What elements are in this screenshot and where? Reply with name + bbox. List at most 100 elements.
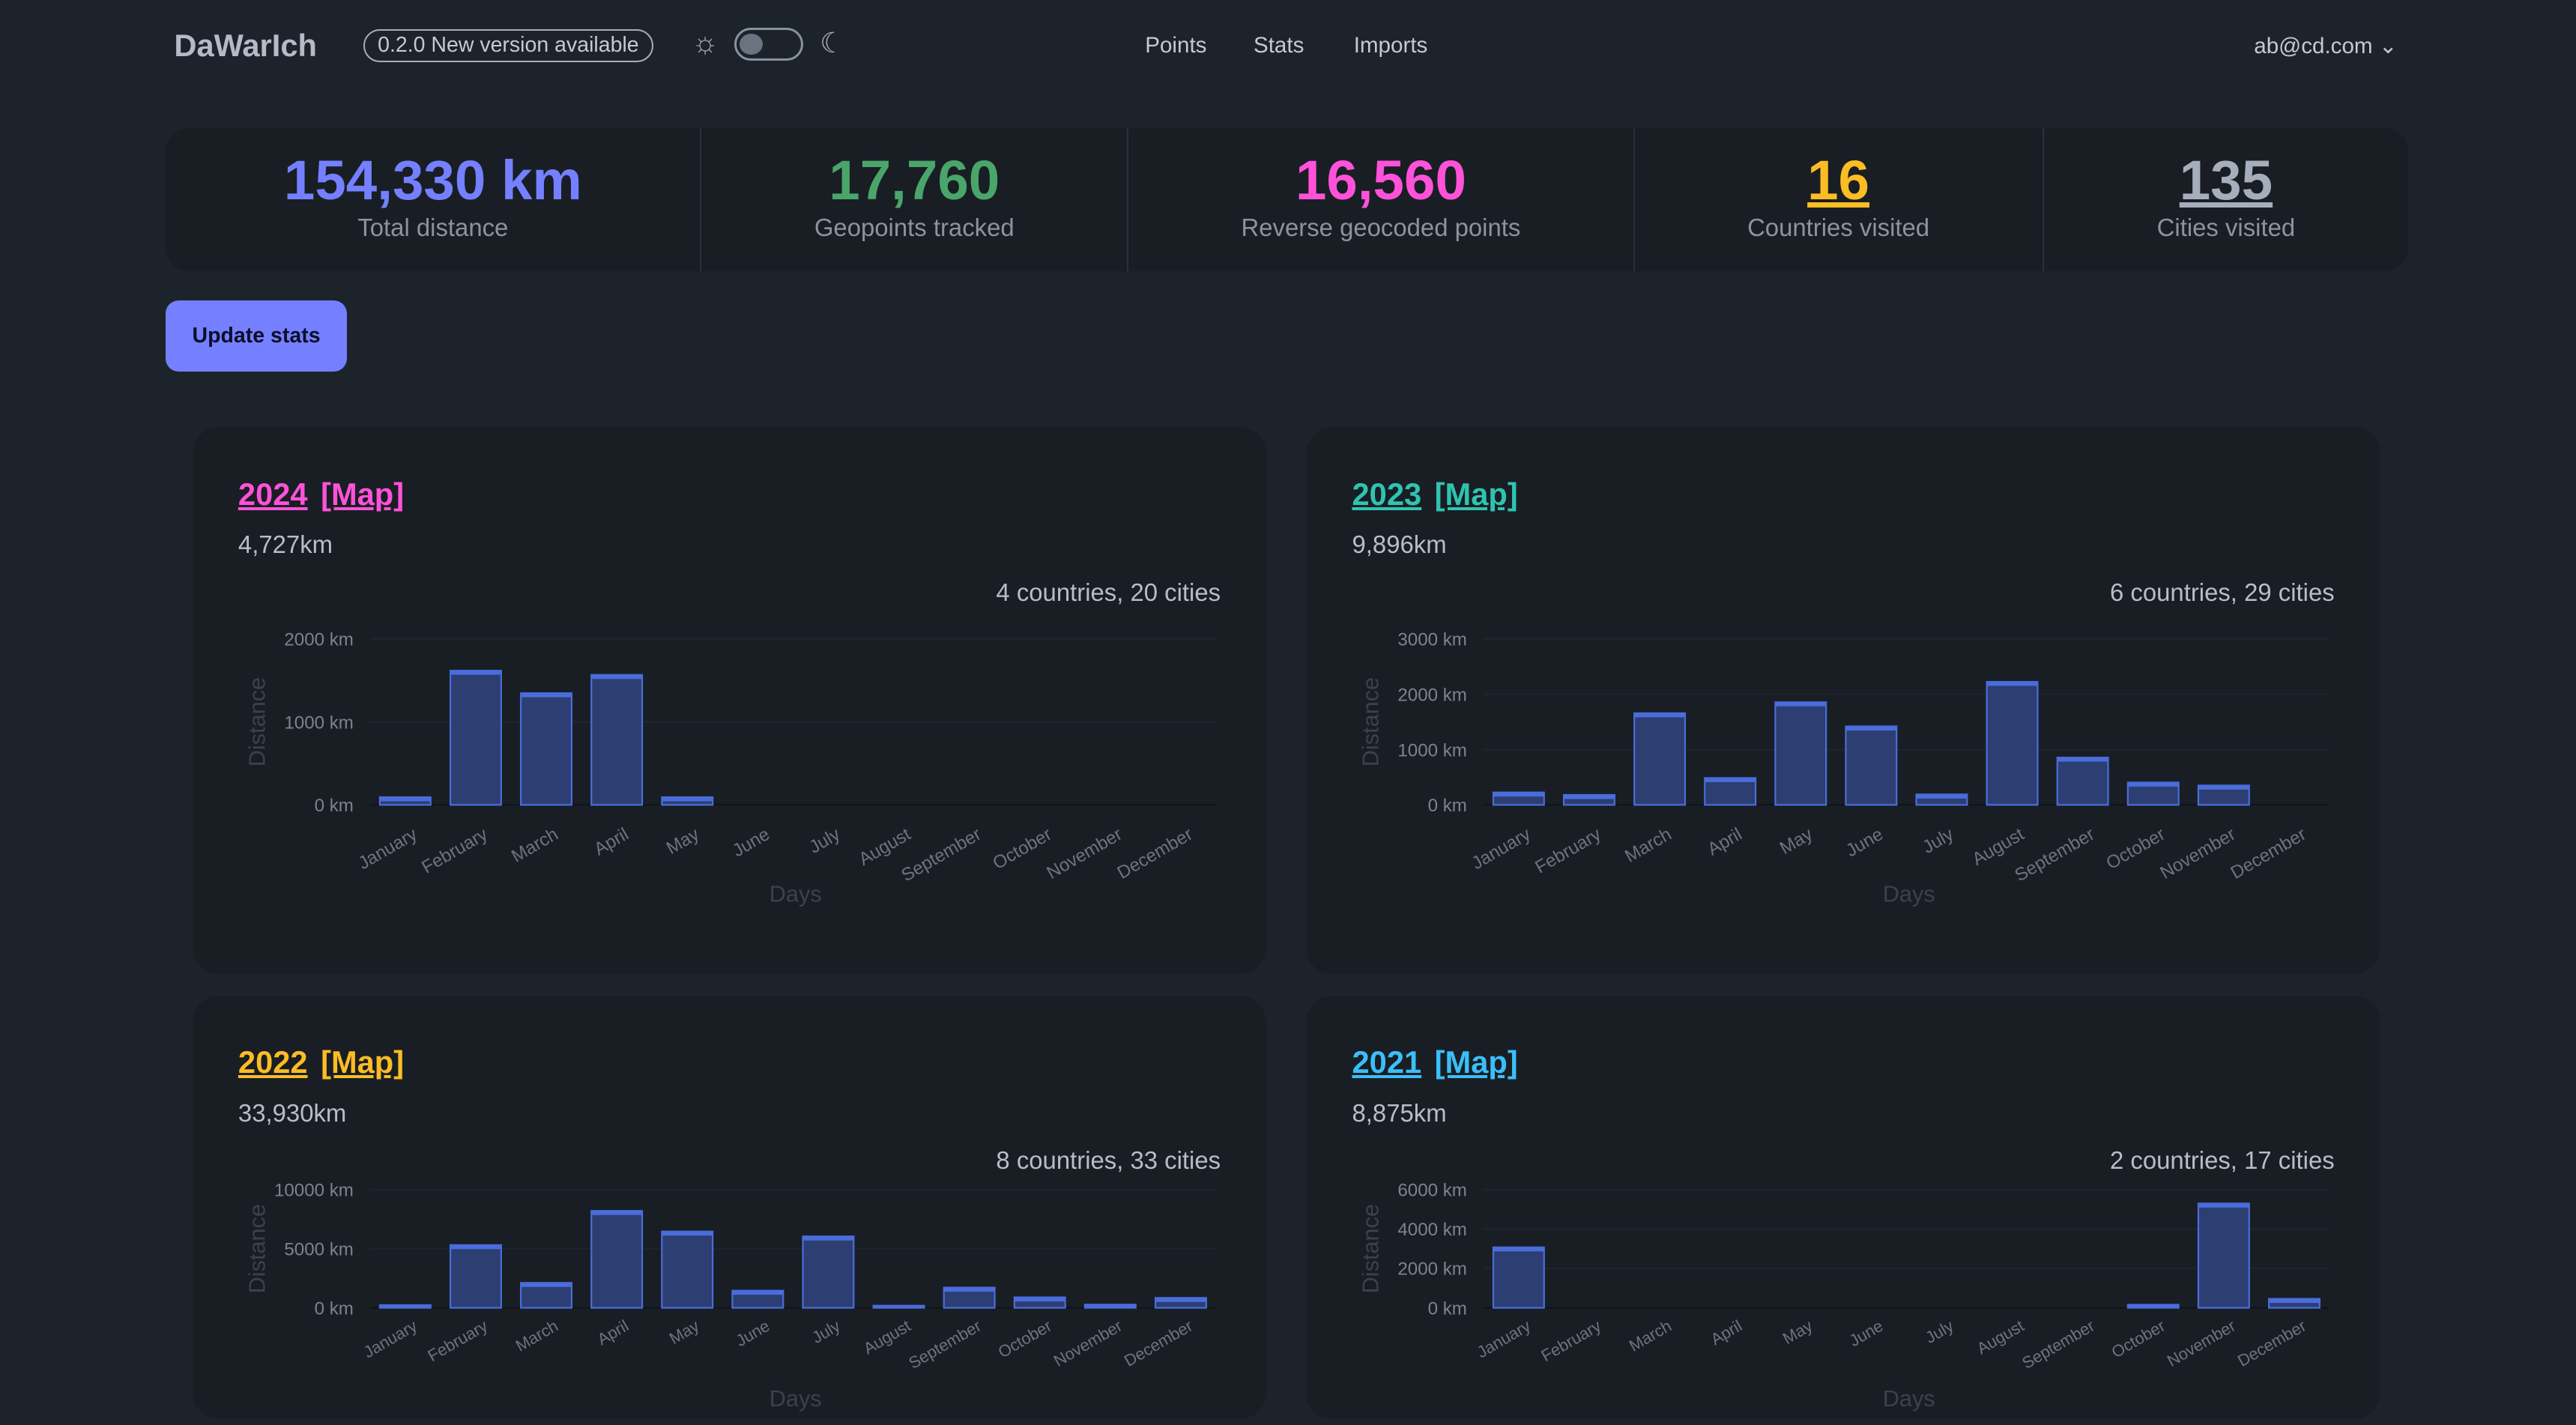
- year-title: 2023 [Map]: [1352, 476, 1532, 512]
- year-link[interactable]: 2021: [1352, 1044, 1422, 1080]
- bar-march: [1633, 712, 1687, 806]
- theme-toggle[interactable]: [734, 28, 804, 61]
- x-tick-label: September: [905, 1316, 984, 1372]
- cities-link[interactable]: 135: [2179, 149, 2273, 212]
- map-link[interactable]: [Map]: [1434, 1044, 1518, 1080]
- y-tick-label: 4000 km: [1397, 1220, 1466, 1240]
- bar-november: [2197, 1202, 2250, 1309]
- x-tick-label: January: [360, 1316, 420, 1361]
- update-stats-button[interactable]: Update stats: [166, 300, 347, 372]
- stat-reverse-geocoded: 16,560 Reverse geocoded points: [1128, 128, 1635, 271]
- y-tick-label: 2000 km: [1397, 685, 1466, 705]
- x-tick-label: June: [1842, 824, 1887, 862]
- chevron-down-icon: ⌄: [2378, 33, 2398, 58]
- y-tick-label: 10000 km: [274, 1180, 354, 1200]
- map-link[interactable]: [Map]: [1434, 476, 1518, 512]
- stat-total-distance: 154,330 km Total distance: [166, 128, 702, 271]
- version-badge[interactable]: 0.2.0 New version available: [363, 29, 654, 62]
- bar-december: [2268, 1298, 2321, 1309]
- map-link[interactable]: [Map]: [321, 1044, 405, 1080]
- bar-top: [1634, 712, 1686, 718]
- x-tick-label: December: [2228, 824, 2310, 883]
- bar-top: [2198, 1203, 2249, 1208]
- x-tick-label: March: [508, 824, 562, 867]
- bar-top: [1493, 792, 1544, 797]
- y-tick-label: 5000 km: [284, 1239, 353, 1259]
- year-card-2021: 2021 [Map] 8,875km 2 countries, 17 cities…: [1306, 995, 2381, 1420]
- y-tick-label: 0 km: [314, 796, 353, 816]
- x-tick-label: February: [1532, 824, 1605, 878]
- year-summary: 8 countries, 33 cities: [996, 1146, 1221, 1175]
- bar-june: [1845, 725, 1898, 806]
- bar-top: [379, 1304, 431, 1308]
- x-tick-label: July: [1922, 1316, 1956, 1346]
- bar-top: [520, 1282, 572, 1287]
- bar-top: [873, 1305, 924, 1308]
- stat-countries[interactable]: 16 Countries visited: [1635, 128, 2044, 271]
- bar-april: [590, 1209, 643, 1309]
- year-title: 2021 [Map]: [1352, 1044, 1532, 1080]
- x-axis-label: Days: [769, 1385, 821, 1412]
- y-tick-label: 1000 km: [1397, 740, 1466, 760]
- year-link[interactable]: 2023: [1352, 476, 1422, 512]
- y-tick-label: 3000 km: [1397, 630, 1466, 650]
- year-link[interactable]: 2024: [238, 476, 308, 512]
- bar-top: [1775, 702, 1827, 707]
- app-logo[interactable]: DaWarIch: [174, 28, 317, 64]
- x-tick-label: December: [2234, 1316, 2309, 1370]
- nav-points[interactable]: Points: [1145, 32, 1207, 58]
- bar-top: [450, 671, 501, 675]
- countries-link[interactable]: 16: [1807, 149, 1870, 212]
- x-tick-label: September: [2012, 824, 2099, 886]
- x-tick-label: April: [1705, 824, 1746, 859]
- x-tick-label: March: [512, 1316, 560, 1355]
- bar-top: [1564, 795, 1615, 799]
- bar-top: [1493, 1247, 1544, 1252]
- year-link[interactable]: 2022: [238, 1044, 308, 1080]
- x-tick-label: February: [418, 824, 491, 878]
- bar-top: [1845, 726, 1897, 731]
- bar-may: [1774, 701, 1827, 806]
- stat-value: 17,760: [829, 149, 1000, 212]
- x-tick-label: December: [1120, 1316, 1195, 1370]
- bar-top: [520, 693, 572, 698]
- x-tick-label: April: [590, 824, 632, 859]
- distance-chart: 0 km 5000 km 10000 km January February March A…: [244, 1180, 1216, 1412]
- stat-value: 154,330 km: [283, 149, 582, 212]
- stat-cities[interactable]: 135 Cities visited: [2044, 128, 2409, 271]
- x-tick-label: October: [994, 1316, 1054, 1361]
- y-axis-label: Distance: [244, 677, 270, 766]
- x-tick-label: January: [354, 824, 420, 874]
- stat-label: Countries visited: [1747, 214, 1930, 242]
- bar-top: [943, 1287, 995, 1292]
- nav-imports[interactable]: Imports: [1353, 32, 1428, 58]
- user-email: ab@cd.com: [2254, 33, 2373, 58]
- map-link[interactable]: [Map]: [321, 476, 405, 512]
- year-summary: 2 countries, 17 cities: [2109, 1146, 2335, 1175]
- bar-september: [2056, 757, 2109, 806]
- user-menu[interactable]: ab@cd.com ⌄: [2254, 33, 2397, 59]
- bar-april: [1704, 777, 1757, 806]
- bar-top: [802, 1235, 853, 1241]
- stat-label: Total distance: [357, 214, 509, 242]
- x-axis-label: Days: [1883, 881, 1935, 907]
- bar-top: [2127, 1304, 2179, 1308]
- bar-top: [2057, 757, 2108, 762]
- stat-label: Geopoints tracked: [814, 214, 1015, 242]
- y-tick-label: 2000 km: [1397, 1259, 1466, 1279]
- bar-july: [801, 1235, 854, 1309]
- x-tick-label: November: [1043, 824, 1125, 883]
- bar-top: [1986, 682, 2038, 686]
- year-summary: 6 countries, 29 cities: [2109, 578, 2335, 606]
- x-tick-label: January: [1469, 824, 1535, 874]
- stat-value: 16,560: [1295, 149, 1466, 212]
- year-distance: 9,896km: [1352, 530, 1447, 559]
- bar-march: [519, 692, 572, 806]
- x-tick-label: May: [1780, 1316, 1815, 1347]
- year-card-2023: 2023 [Map] 9,896km 6 countries, 29 cities…: [1306, 427, 2381, 975]
- nav-stats[interactable]: Stats: [1253, 32, 1304, 58]
- stat-label: Cities visited: [2156, 214, 2296, 242]
- bar-top: [1916, 794, 1968, 799]
- bar-top: [450, 1244, 501, 1250]
